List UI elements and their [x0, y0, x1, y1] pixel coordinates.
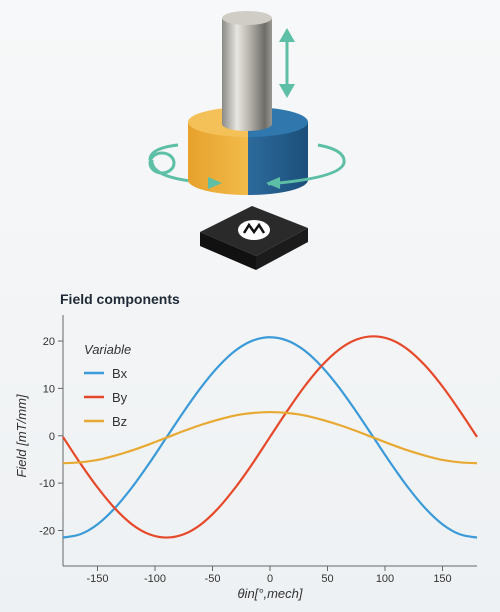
chip-side [256, 228, 308, 270]
illustration [148, 11, 346, 270]
series-line [62, 335, 478, 539]
legend-label: Bz [112, 414, 127, 429]
y-tick-label: -20 [39, 525, 55, 537]
y-tick-label: 0 [49, 431, 55, 443]
series-line [62, 410, 478, 465]
x-tick-label: -100 [144, 573, 166, 585]
x-tick-label: -150 [86, 573, 108, 585]
x-axis-label: θin[°,mech] [238, 586, 303, 601]
x-tick-label: 0 [267, 573, 273, 585]
y-tick-label: 10 [43, 383, 55, 395]
chip-side [200, 232, 256, 270]
shaft [222, 18, 272, 131]
magnet-half [248, 122, 308, 195]
x-tick-label: 150 [433, 573, 451, 585]
arrow-head [279, 28, 295, 98]
y-tick-label: -10 [39, 478, 55, 490]
magnet-half [188, 122, 248, 195]
x-tick-label: 50 [321, 573, 333, 585]
shaft-top [222, 11, 272, 25]
x-tick-label: 100 [376, 573, 394, 585]
y-axis-label: Field [mT/mm] [14, 394, 29, 477]
legend-label: By [112, 390, 128, 405]
y-tick-label: 20 [43, 336, 55, 348]
chart-title: Field components [60, 291, 180, 307]
legend-title: Variable [84, 342, 131, 357]
rotation-arrow [148, 143, 346, 186]
x-tick-label: -50 [205, 573, 221, 585]
chip-logo [242, 222, 266, 235]
series-line [62, 336, 478, 539]
legend-label: Bx [112, 366, 128, 381]
